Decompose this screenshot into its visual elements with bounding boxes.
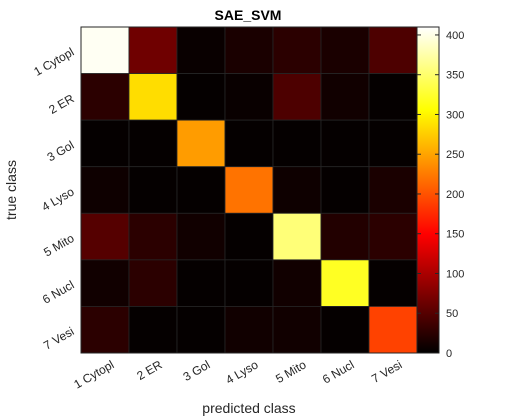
heatmap-cell <box>176 26 226 74</box>
x-tick-label: 5 Mito <box>273 357 309 386</box>
heatmap-cell <box>320 212 370 261</box>
heatmap-cell <box>368 166 418 214</box>
heatmap-cell <box>320 306 370 354</box>
y-tick-labels: 1 Cytopl 2 ER 3 Gol 4 Lyso 5 Mito 6 Nucl 7 Ves… <box>31 45 76 353</box>
heatmap-cell <box>320 73 370 121</box>
heatmap-cell <box>272 259 322 307</box>
heatmap-cell <box>272 306 322 354</box>
heatmap-cell <box>128 166 178 214</box>
colorbar-ticks: 0 50 100 150 200 250 300 350 400 <box>417 30 464 360</box>
x-axis-label: predicted class <box>202 400 295 416</box>
heatmap-cell <box>320 259 370 307</box>
y-tick-label: 5 Mito <box>41 231 77 260</box>
x-tick-label: 3 Gol <box>181 357 213 383</box>
heatmap-cell <box>80 166 130 214</box>
heatmap-cell <box>368 73 418 121</box>
colorbar-tick-label: 200 <box>446 189 464 201</box>
heatmap-cell <box>80 26 130 74</box>
heatmap-cell <box>320 119 370 168</box>
colorbar-tick-label: 100 <box>446 268 464 280</box>
x-tick-label: 7 Vesi <box>369 357 404 385</box>
heatmap-cell <box>224 119 274 168</box>
heatmap-cell <box>272 26 322 74</box>
heatmap-cell <box>320 166 370 214</box>
colorbar-tick-label: 150 <box>446 229 464 241</box>
colorbar-tick-label: 300 <box>446 109 464 121</box>
heatmap-cell <box>128 212 178 261</box>
heatmap-cell <box>368 26 418 74</box>
heatmap-cell <box>80 306 130 354</box>
y-tick-label: 4 Lyso <box>39 184 77 214</box>
heatmap-cell <box>128 259 178 307</box>
colorbar <box>416 26 440 354</box>
heatmap-cell <box>368 119 418 168</box>
x-tick-label: 4 Lyso <box>223 357 261 387</box>
heatmap-cell <box>272 73 322 121</box>
heatmap-cell <box>224 73 274 121</box>
heatmap-cells <box>80 26 418 354</box>
colorbar-tick-label: 0 <box>446 348 452 360</box>
heatmap-cell <box>176 306 226 354</box>
heatmap-cell <box>224 259 274 307</box>
y-tick-label: 3 Gol <box>45 138 77 164</box>
heatmap-cell <box>368 306 418 354</box>
heatmap-cell <box>176 259 226 307</box>
heatmap-cell <box>224 306 274 354</box>
heatmap-cell <box>128 119 178 168</box>
x-tick-label: 1 Cytopl <box>71 357 116 391</box>
heatmap-cell <box>272 166 322 214</box>
y-axis-label: true class <box>3 160 19 220</box>
heatmap-cell <box>368 259 418 307</box>
heatmap-cell <box>128 26 178 74</box>
colorbar-tick-label: 50 <box>446 308 458 320</box>
heatmap-cell <box>80 119 130 168</box>
x-tick-label: 6 Nucl <box>320 357 356 386</box>
heatmap-cell <box>320 26 370 74</box>
x-tick-labels: 1 Cytopl 2 ER 3 Gol 4 Lyso 5 Mito 6 Nucl 7 Ves… <box>71 357 404 391</box>
heatmap-cell <box>272 212 322 261</box>
heatmap-cell <box>224 26 274 74</box>
heatmap-cell <box>176 119 226 168</box>
heatmap-cell <box>176 212 226 261</box>
heatmap-cell <box>176 73 226 121</box>
heatmap-cell <box>224 212 274 261</box>
colorbar-tick-label: 400 <box>446 30 464 42</box>
y-tick-label: 1 Cytopl <box>31 45 76 79</box>
heatmap-cell <box>80 212 130 261</box>
x-tick-label: 2 ER <box>134 357 164 383</box>
heatmap-cell <box>128 306 178 354</box>
heatmap-cell <box>128 73 178 121</box>
heatmap-cell <box>368 212 418 261</box>
heatmap-cell <box>80 73 130 121</box>
y-tick-label: 2 ER <box>46 91 76 117</box>
colorbar-tick-label: 250 <box>446 149 464 161</box>
y-tick-label: 7 Vesi <box>41 324 76 352</box>
heatmap-cell <box>224 166 274 214</box>
colorbar-tick-label: 350 <box>446 70 464 82</box>
y-tick-label: 6 Nucl <box>40 278 76 307</box>
heatmap-cell <box>272 119 322 168</box>
chart-title: SAE_SVM <box>215 7 282 23</box>
heatmap-cell <box>176 166 226 214</box>
heatmap-cell <box>80 259 130 307</box>
